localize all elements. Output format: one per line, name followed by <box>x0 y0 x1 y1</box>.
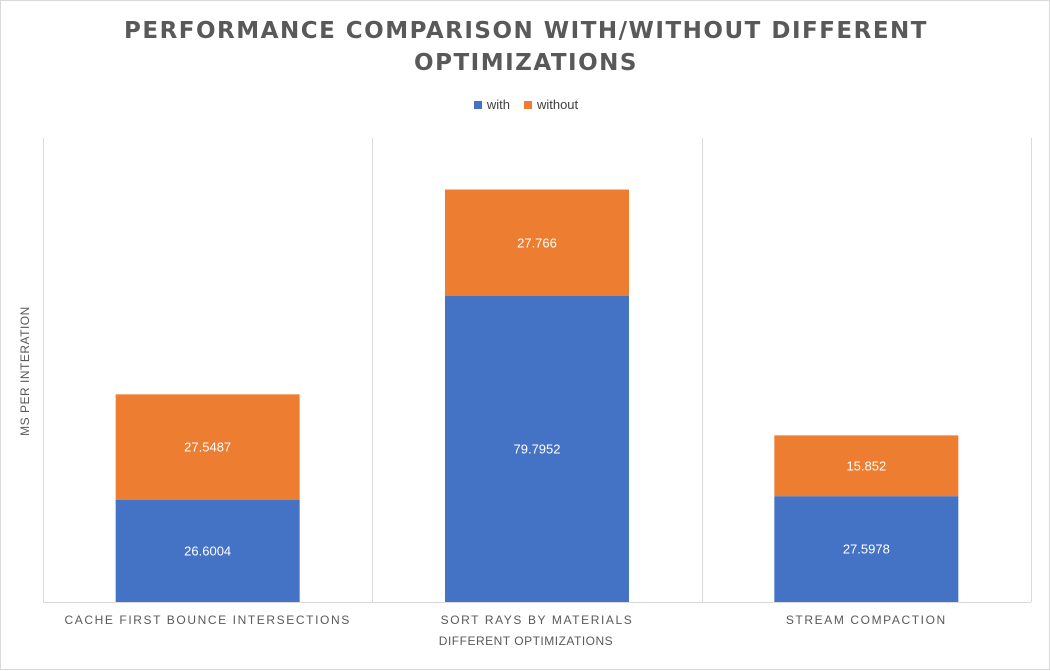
data-label-without-1: 27.766 <box>517 235 557 250</box>
x-tick-label-0: CACHE FIRST BOUNCE INTERSECTIONS <box>64 613 350 627</box>
x-tick-label-1: SORT RAYS BY MATERIALS <box>441 613 634 627</box>
legend-item-with: with <box>473 97 510 112</box>
bar-with-2 <box>774 496 959 602</box>
legend-swatch-with <box>473 100 482 109</box>
data-label-with-0: 26.6004 <box>184 543 231 558</box>
chart-title: PERFORMANCE COMPARISON WITH/WITHOUT DIFF… <box>1 15 1050 79</box>
data-label-without-2: 15.852 <box>846 458 886 473</box>
data-label-with-1: 79.7952 <box>514 442 561 457</box>
bar-without-2 <box>774 435 959 497</box>
legend: with without <box>1 97 1050 112</box>
chart-title-line-1: PERFORMANCE COMPARISON WITH/WITHOUT DIFF… <box>124 18 928 44</box>
data-label-with-2: 27.5978 <box>843 542 890 557</box>
bar-without-0 <box>115 394 300 500</box>
bar-with-0 <box>115 499 300 602</box>
chart-title-line-2: OPTIMIZATIONS <box>414 50 638 76</box>
legend-label-without: without <box>536 97 579 112</box>
data-label-without-0: 27.5487 <box>184 440 231 455</box>
x-tick-label-2: STREAM COMPACTION <box>786 613 947 627</box>
x-axis-label: DIFFERENT OPTIMIZATIONS <box>438 634 614 648</box>
legend-label-with: with <box>486 97 510 112</box>
bar-with-1 <box>445 296 629 602</box>
bar-without-1 <box>445 189 629 297</box>
legend-item-without: without <box>523 97 579 112</box>
legend-swatch-without <box>523 100 532 109</box>
